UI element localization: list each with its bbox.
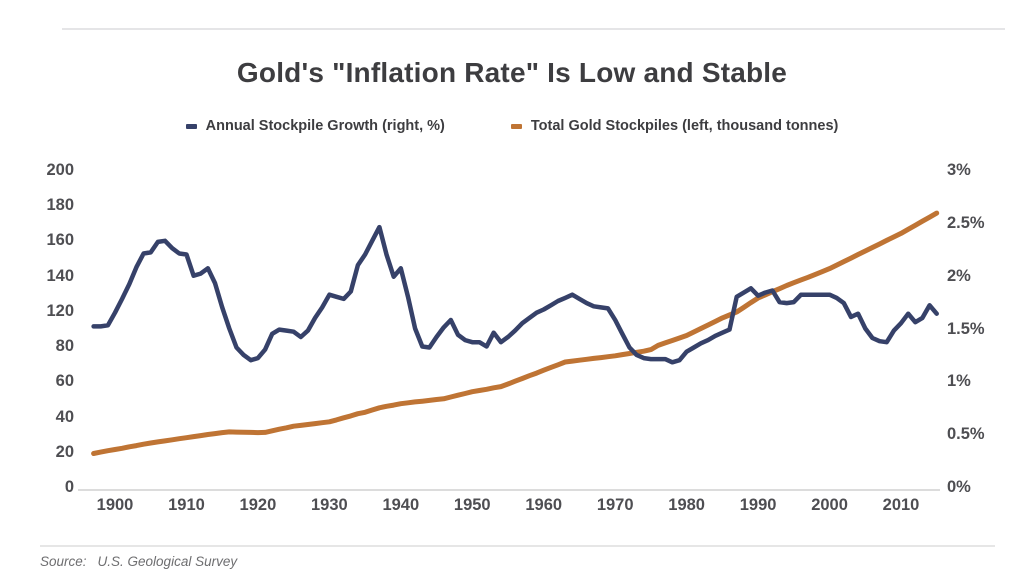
left-axis-tick: 40 bbox=[55, 407, 74, 426]
left-axis-tick: 0 bbox=[64, 477, 74, 496]
source-text: U.S. Geological Survey bbox=[97, 554, 238, 569]
right-axis-tick: 1.5% bbox=[947, 319, 985, 338]
x-axis-tick: 1980 bbox=[668, 496, 705, 514]
legend-item-annual-growth: Annual Stockpile Growth (right, %) bbox=[185, 118, 445, 134]
source-divider bbox=[40, 545, 995, 547]
left-axis: 200 180 160 140 120 80 60 40 20 0 bbox=[0, 0, 74, 576]
legend-swatch-navy-icon bbox=[185, 123, 197, 129]
left-axis-tick: 140 bbox=[46, 266, 74, 285]
source-label: Source: bbox=[40, 554, 87, 569]
x-axis-tick: 1950 bbox=[453, 496, 491, 514]
right-axis-tick: 0% bbox=[947, 477, 971, 496]
source-note: Source: U.S. Geological Survey bbox=[40, 554, 237, 569]
right-axis-tick: 1% bbox=[947, 372, 971, 391]
series-annual-growth-line bbox=[91, 224, 939, 365]
x-axis-tick: 2010 bbox=[882, 496, 920, 514]
left-axis-tick: 200 bbox=[46, 160, 74, 179]
legend-label-total-stockpiles: Total Gold Stockpiles (left, thousand to… bbox=[530, 118, 839, 134]
left-axis-tick: 180 bbox=[46, 195, 74, 214]
left-axis-tick: 60 bbox=[55, 372, 74, 391]
right-axis-tick: 0.5% bbox=[947, 424, 985, 443]
right-axis-tick: 3% bbox=[947, 160, 971, 179]
x-axis-tick: 2000 bbox=[811, 496, 848, 514]
chart-title: Gold's "Inflation Rate" Is Low and Stabl… bbox=[236, 57, 788, 88]
right-axis: 3% 2.5% 2% 1.5% 1% 0.5% 0% bbox=[947, 0, 1024, 576]
x-axis-tick: 1910 bbox=[168, 496, 205, 514]
series-total-stockpiles-line bbox=[91, 210, 940, 456]
x-axis-tick: 1970 bbox=[596, 496, 634, 514]
x-axis-tick: 1960 bbox=[525, 496, 563, 514]
x-axis-tick: 1940 bbox=[382, 496, 420, 514]
x-axis-tick: 1900 bbox=[96, 496, 134, 514]
right-axis-tick: 2.5% bbox=[947, 213, 985, 232]
right-axis-tick: 2% bbox=[947, 266, 971, 285]
left-axis-tick: 20 bbox=[55, 442, 74, 461]
legend-label-annual-growth: Annual Stockpile Growth (right, %) bbox=[205, 118, 445, 134]
x-axis-tick: 1920 bbox=[239, 496, 277, 514]
left-axis-tick: 80 bbox=[55, 336, 74, 355]
left-axis-tick: 120 bbox=[46, 301, 74, 320]
legend-item-total-stockpiles: Total Gold Stockpiles (left, thousand to… bbox=[510, 118, 839, 134]
top-divider bbox=[62, 28, 1005, 30]
x-axis-tick: 1930 bbox=[311, 496, 348, 514]
left-axis-tick: 160 bbox=[46, 231, 74, 250]
legend-swatch-orange-icon bbox=[510, 123, 522, 129]
legend: Annual Stockpile Growth (right, %) Total… bbox=[0, 118, 1024, 134]
x-axis-tick: 1990 bbox=[739, 496, 777, 514]
